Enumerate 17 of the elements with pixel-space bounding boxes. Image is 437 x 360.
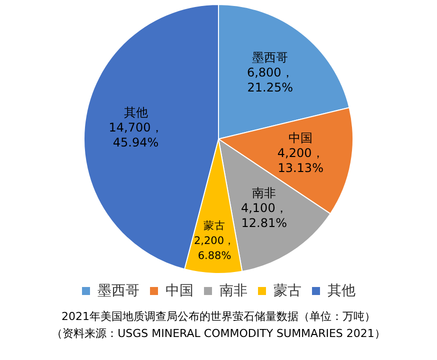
data-label: 14,700， 45.94% xyxy=(108,120,163,150)
data-label: 6,800， 21.25% xyxy=(246,66,294,95)
legend-label: 墨西哥 xyxy=(98,282,140,298)
legend-label: 其他 xyxy=(328,282,356,298)
data-label: 4,100， 12.81% xyxy=(240,200,288,230)
data-label: 4,200， 13.13% xyxy=(277,146,324,175)
slice-label: 其他 xyxy=(124,106,148,120)
text: 2021年美国地质调查局公布的世界萤石储量数据（单位：万吨） xyxy=(60,309,376,325)
legend-label: 蒙古 xyxy=(274,282,302,298)
slice-label: 墨西哥 xyxy=(252,50,288,65)
legend-label: 南非 xyxy=(220,282,248,298)
slice-label: 南非 xyxy=(252,186,276,200)
data-label: 2,200， 6.88% xyxy=(194,234,236,262)
legend-label: 中国 xyxy=(166,282,194,298)
text: （资料来源：USGS MINERAL COMMODITY SUMMARIES 2021） xyxy=(50,326,386,342)
slice-label: 蒙古 xyxy=(203,218,226,232)
slice-label: 中国 xyxy=(288,130,313,145)
